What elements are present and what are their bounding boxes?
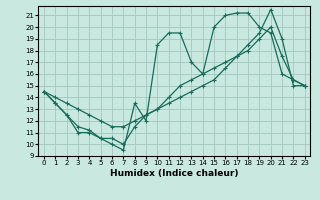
- X-axis label: Humidex (Indice chaleur): Humidex (Indice chaleur): [110, 169, 239, 178]
